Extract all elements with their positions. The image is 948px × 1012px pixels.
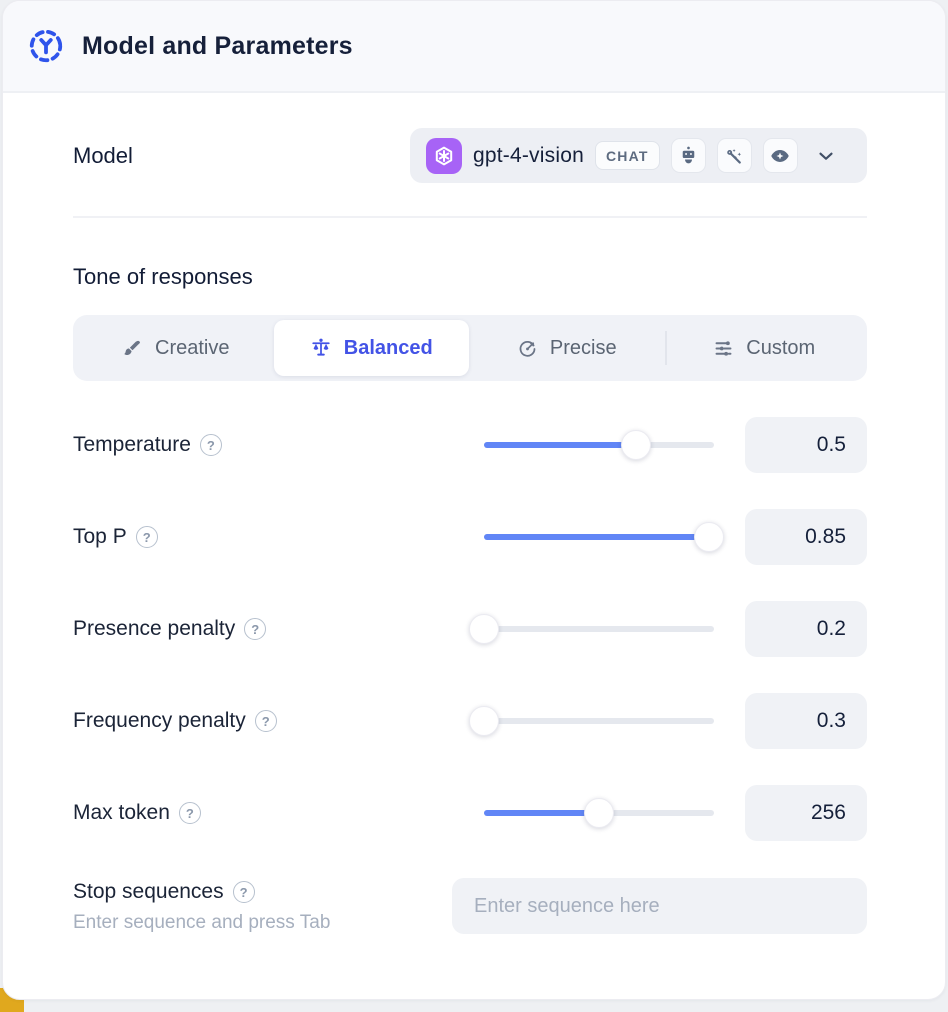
slider-fill	[484, 430, 651, 460]
presence-penalty-value[interactable]: 0.2	[745, 601, 867, 657]
tone-option-label: Balanced	[343, 336, 433, 359]
openai-logo-icon	[426, 137, 462, 174]
stop-sequences-row: Stop sequences ? Enter sequence and pres…	[73, 878, 867, 934]
stop-sequences-label: Stop sequences	[73, 880, 224, 903]
help-icon[interactable]: ?	[244, 618, 267, 640]
chevron-down-icon	[815, 145, 837, 167]
tone-option-label: Custom	[746, 336, 816, 359]
section-divider	[73, 216, 867, 218]
vision-icon	[762, 138, 798, 173]
param-row-frequency-penalty: Frequency penalty ? 0.3	[73, 693, 867, 749]
slider-fill	[484, 798, 614, 828]
param-label: Presence penalty	[73, 617, 236, 640]
slider-thumb[interactable]	[469, 614, 499, 644]
help-icon[interactable]: ?	[135, 526, 158, 548]
model-label: Model	[73, 142, 133, 168]
top-p-value[interactable]: 0.85	[745, 509, 867, 565]
temperature-slider[interactable]	[484, 430, 714, 460]
top-p-slider[interactable]	[484, 522, 725, 552]
tone-option-label: Creative	[155, 336, 230, 359]
slider-thumb[interactable]	[469, 706, 499, 736]
param-label: Temperature	[73, 433, 191, 456]
param-row-top-p: Top P ? 0.85	[73, 509, 867, 565]
slider-thumb[interactable]	[584, 798, 614, 828]
chat-mode-badge: CHAT	[594, 141, 660, 170]
tone-option-label: Precise	[549, 336, 617, 359]
temperature-value[interactable]: 0.5	[745, 417, 867, 473]
model-row: Model gpt-4-vision CHAT	[73, 128, 867, 183]
help-icon[interactable]: ?	[178, 802, 201, 824]
stop-sequence-input[interactable]	[452, 878, 867, 934]
card-body: Model gpt-4-vision CHAT	[3, 93, 945, 999]
stop-sequences-hint: Enter sequence and press Tab	[73, 912, 331, 933]
param-label: Top P	[73, 525, 127, 548]
param-label: Max token	[73, 801, 170, 824]
slider-track	[484, 626, 714, 632]
selected-model-name: gpt-4-vision	[473, 143, 584, 167]
tone-heading: Tone of responses	[73, 264, 253, 289]
magic-wand-icon	[716, 138, 752, 173]
tone-option-precise[interactable]: Precise	[469, 320, 665, 376]
robot-icon	[670, 138, 706, 173]
balance-scale-icon	[310, 337, 332, 359]
frequency-penalty-value[interactable]: 0.3	[745, 693, 867, 749]
target-icon	[517, 338, 538, 359]
slider-fill	[484, 522, 725, 552]
paintbrush-icon	[122, 338, 143, 359]
model-select-dropdown[interactable]: gpt-4-vision CHAT	[410, 128, 867, 183]
slider-thumb[interactable]	[620, 430, 651, 460]
param-row-presence-penalty: Presence penalty ? 0.2	[73, 601, 867, 657]
param-row-max-token: Max token ? 256	[73, 785, 867, 841]
frequency-penalty-slider[interactable]	[469, 706, 714, 736]
sliders-icon	[713, 338, 734, 359]
max-token-value[interactable]: 256	[745, 785, 867, 841]
tone-option-creative[interactable]: Creative	[78, 320, 274, 376]
help-icon[interactable]: ?	[232, 881, 255, 903]
card-header: Model and Parameters	[3, 1, 945, 93]
segment-divider	[664, 331, 667, 365]
model-node-icon	[27, 27, 65, 65]
help-icon[interactable]: ?	[199, 434, 222, 456]
param-label: Frequency penalty	[73, 709, 246, 732]
max-token-slider[interactable]	[484, 798, 714, 828]
tone-option-balanced[interactable]: Balanced	[273, 320, 469, 376]
slider-thumb[interactable]	[694, 522, 725, 552]
param-row-temperature: Temperature ? 0.5	[73, 417, 867, 473]
page-title: Model and Parameters	[82, 31, 353, 60]
help-icon[interactable]: ?	[254, 710, 277, 732]
tone-option-custom[interactable]: Custom	[667, 320, 863, 376]
tone-segmented-control: Creative Balanced	[73, 315, 867, 381]
slider-track	[484, 718, 714, 724]
presence-penalty-slider[interactable]	[469, 614, 714, 644]
